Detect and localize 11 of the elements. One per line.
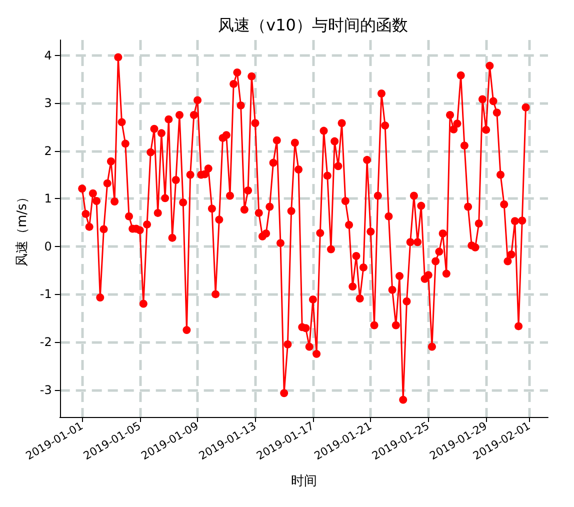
y-tick-label: 3	[44, 96, 52, 110]
y-tick-label: 2	[44, 144, 52, 158]
x-axis-title: 时间	[290, 474, 317, 489]
y-axis-title: 风速（m/s）	[15, 190, 30, 266]
y-tick-label: -2	[40, 334, 52, 349]
chart-title: 风速（v10）与时间的函数	[218, 16, 408, 34]
y-tick-label: 1	[44, 192, 52, 206]
y-tick-label: 4	[44, 48, 52, 62]
y-tick-label: -3	[40, 382, 52, 397]
y-tick-label: -1	[40, 287, 52, 302]
y-tick-label: 0	[44, 239, 52, 254]
